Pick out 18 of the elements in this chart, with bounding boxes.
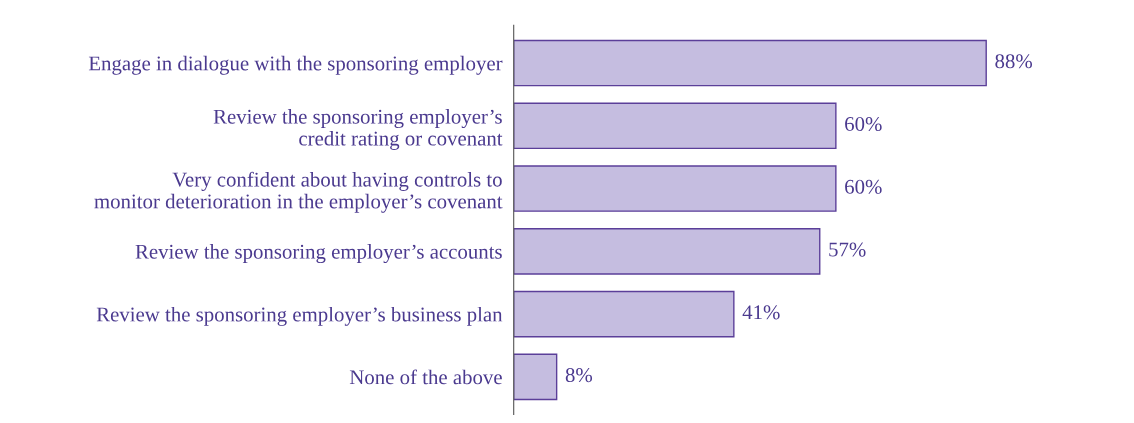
y-tick-label: Review the sponsoring employer’s credit rating or covenant (213, 109, 503, 150)
y-tick-label: None of the above (349, 369, 502, 385)
data-label: 60% (845, 116, 882, 132)
data-label: 41% (742, 305, 780, 320)
bar (513, 102, 837, 150)
y-tick-label: Very confident about having controls to monitor deterioration in the employer’s covenant (94, 171, 503, 213)
y-tick-label: Engage in dialogue with the sponsoring employer (88, 55, 503, 75)
y-tick-label: Review the sponsoring employer’s business plan (96, 306, 503, 326)
bar (513, 290, 735, 338)
data-label: 8% (565, 368, 593, 383)
bar (513, 353, 558, 401)
bar (513, 39, 987, 87)
data-label: 60% (845, 179, 882, 194)
bar (513, 165, 837, 212)
bar (513, 228, 821, 275)
data-label: 57% (829, 242, 866, 257)
y-tick-label: Review the sponsoring employer’s accounts (135, 244, 502, 264)
data-label: 88% (995, 54, 1033, 69)
